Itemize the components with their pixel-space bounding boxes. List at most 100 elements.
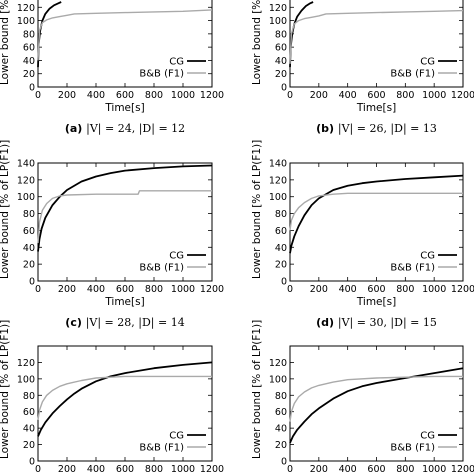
panel-c-ytick-label: 60: [23, 226, 35, 237]
panel-b-caption-text: |V| = 26, |D| = 13: [338, 122, 437, 136]
panel-a-series-bb-line: [37, 9, 213, 61]
panel-c-xtick-label: 800: [145, 284, 163, 295]
panel-b-series-cg-line: [289, 1, 314, 68]
panel-d-ytick-label: 60: [275, 226, 287, 237]
panel-b-ylabel: Lower bound [% of LP(F1)]: [251, 0, 263, 85]
panel-e-xtick-label: 1200: [200, 464, 224, 474]
panel-d-legend-label-cg: CG: [420, 251, 435, 262]
panel-e-xtick-label: 800: [145, 464, 163, 474]
panel-d-ytick-label: 120: [269, 175, 287, 186]
panel-a-ytick-label: 20: [23, 69, 35, 80]
panel-d-series-cg-line: [289, 174, 464, 254]
panel-f-ytick-label: 80: [275, 391, 287, 402]
panel-d-caption: (d) |V| = 30, |D| = 15: [316, 316, 437, 330]
panel-f-plot-frame: [289, 345, 464, 462]
panel-d-xtick-label: 1200: [451, 284, 474, 295]
panel-b-xtick-label: 200: [310, 90, 328, 101]
panel-a-legend-label-bb: B&B (F1): [139, 69, 184, 80]
panel-a-ytick-label: 80: [23, 29, 35, 40]
panel-b-xtick-label: 0: [287, 90, 293, 101]
panel-c-legend-label-cg: CG: [169, 251, 184, 262]
panel-d-ytick-label: 20: [275, 260, 287, 271]
panel-b-xtick-label: 600: [367, 90, 385, 101]
panel-b-caption-label: (b): [316, 122, 338, 135]
panel-e-ylabel: Lower bound [% of LP(F1)]: [0, 320, 11, 459]
panel-f-ytick-label: 100: [269, 374, 287, 385]
panel-a-xtick-label: 1200: [200, 90, 224, 101]
panel-c-series-bb-line: [37, 190, 212, 244]
panel-a-ytick-label: 100: [17, 16, 35, 27]
panel-b-ytick-label: 60: [275, 43, 287, 54]
panel-d-series-bb-line: [289, 192, 463, 231]
panel-a-legend-label-cg: CG: [169, 57, 184, 68]
panel-a-xlabel: Time[s]: [104, 102, 144, 114]
panel-b-legend-label-bb: B&B (F1): [390, 69, 435, 80]
panel-c-caption: (c) |V| = 28, |D| = 14: [65, 316, 184, 330]
panel-b-ytick-label: 80: [275, 29, 287, 40]
panel-e-xtick-label: 0: [35, 464, 41, 474]
panel-a-ytick-label: 0: [29, 83, 35, 94]
panel-a-ytick-label: 60: [23, 43, 35, 54]
panel-c-ytick-label: 0: [29, 277, 35, 288]
panel-c-ytick-label: 40: [23, 243, 35, 254]
panel-d-caption-label: (d): [316, 316, 338, 329]
panel-b-xtick-label: 400: [339, 90, 357, 101]
panel-c-xtick-label: 1200: [200, 284, 224, 295]
panel-a-series-cg-line: [37, 1, 62, 68]
panel-e-ytick-label: 0: [29, 457, 35, 468]
panel-f-ytick-label: 60: [275, 407, 287, 418]
panel-d-ylabel: Lower bound [% of LP(F1)]: [251, 140, 263, 279]
panel-b-xtick-label: 1200: [451, 90, 474, 101]
panel-a-caption-text: |V| = 24, |D| = 12: [86, 122, 185, 136]
panel-e-xtick-label: 600: [116, 464, 134, 474]
panel-d-ytick-label: 0: [281, 277, 287, 288]
panel-e-ytick-label: 120: [17, 358, 35, 369]
panel-f-xtick-label: 800: [396, 464, 414, 474]
panel-b-ytick-label: 0: [281, 83, 287, 94]
panel-d-ytick-label: 80: [275, 209, 287, 220]
panel-f-ylabel: Lower bound [% of LP(F1)]: [251, 320, 263, 459]
panel-b-ytick-label: 20: [275, 69, 287, 80]
panel-a-xtick-label: 800: [145, 90, 163, 101]
panel-e-legend-label-bb: B&B (F1): [139, 443, 184, 454]
panel-c-xtick-label: 600: [116, 284, 134, 295]
panel-c-ytick-label: 80: [23, 209, 35, 220]
panel-a-xtick-label: 600: [116, 90, 134, 101]
panel-c-series-cg-line: [37, 164, 213, 252]
panel-f-xtick-label: 0: [287, 464, 293, 474]
panel-d-ytick-label: 140: [269, 159, 287, 170]
panel-e-xtick-label: 200: [58, 464, 76, 474]
panel-d-xtick-label: 200: [310, 284, 328, 295]
panel-d-xtick-label: 800: [396, 284, 414, 295]
panel-e-xtick-label: 1000: [171, 464, 195, 474]
panel-a-caption: (a) |V| = 24, |D| = 12: [65, 122, 185, 136]
panel-c-ytick-label: 100: [17, 192, 35, 203]
panel-a-ylabel: Lower bound [% of LP(F1)]: [0, 0, 11, 85]
panel-e-ytick-label: 80: [23, 391, 35, 402]
panel-d-ytick-label: 40: [275, 243, 287, 254]
panel-f-xtick-label: 200: [310, 464, 328, 474]
panel-c-caption-label: (c): [65, 316, 85, 329]
panel-c-legend-label-bb: B&B (F1): [139, 263, 184, 274]
panel-d-xtick-label: 600: [367, 284, 385, 295]
panel-e-xtick-label: 400: [87, 464, 105, 474]
panel-e-ytick-label: 20: [23, 440, 35, 451]
panel-e-series-cg-line: [37, 361, 213, 437]
panel-c-xtick-label: 1000: [171, 284, 195, 295]
panel-b-xtick-label: 800: [396, 90, 414, 101]
panel-c-ytick-label: 140: [17, 159, 35, 170]
panel-e-ytick-label: 60: [23, 407, 35, 418]
panel-f-xtick-label: 1000: [422, 464, 446, 474]
panel-c-ytick-label: 120: [17, 175, 35, 186]
panel-c-xtick-label: 200: [58, 284, 76, 295]
panel-a-xtick-label: 200: [58, 90, 76, 101]
panel-d-xlabel: Time[s]: [356, 296, 396, 308]
panel-c-ylabel: Lower bound [% of LP(F1)]: [0, 140, 11, 279]
panel-c-xtick-label: 400: [87, 284, 105, 295]
panel-e-ytick-label: 100: [17, 374, 35, 385]
panel-c-xtick-label: 0: [35, 284, 41, 295]
panel-a-xtick-label: 0: [35, 90, 41, 101]
panel-f-legend-label-cg: CG: [420, 431, 435, 442]
panel-b-caption: (b) |V| = 26, |D| = 13: [316, 122, 437, 136]
panel-d-legend-label-bb: B&B (F1): [390, 263, 435, 274]
